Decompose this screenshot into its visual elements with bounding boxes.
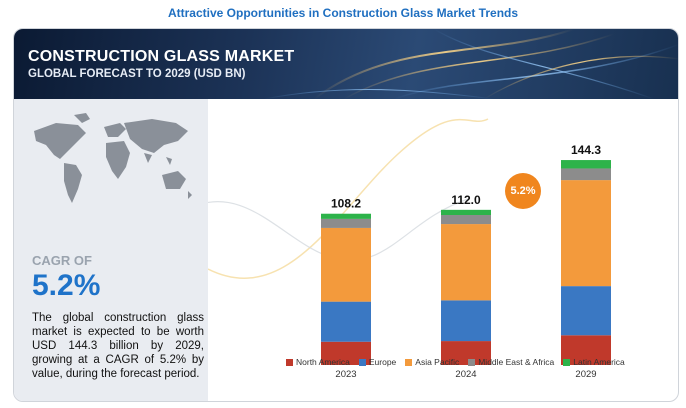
legend-label: Middle East & Africa	[478, 357, 555, 367]
bar-total-label-2029: 144.3	[571, 143, 601, 157]
bar-segment-2023-asia-pacific	[321, 227, 371, 302]
bar-total-label-2023: 108.2	[331, 197, 361, 211]
infographic-card: CONSTRUCTION GLASS MARKET GLOBAL FORECAS…	[13, 28, 679, 402]
legend-swatch	[358, 358, 366, 366]
bar-segment-2023-north-america	[321, 341, 371, 365]
bar-segment-2023-europe	[321, 301, 371, 342]
banner: CONSTRUCTION GLASS MARKET GLOBAL FORECAS…	[14, 29, 678, 99]
legend-item: Latin America	[563, 357, 625, 367]
bar-segment-2023-latin-america	[321, 213, 371, 219]
legend-swatch	[563, 358, 571, 366]
left-panel: CAGR OF 5.2% The global construction gla…	[14, 99, 208, 401]
legend-item: Europe	[358, 357, 397, 367]
legend-item: Middle East & Africa	[468, 357, 554, 367]
bar-segment-2024-europe	[441, 300, 491, 342]
legend-swatch	[468, 358, 476, 366]
legend-label: Latin America	[573, 357, 625, 367]
bar-segment-2024-latin-america	[441, 209, 491, 216]
decorative-curve	[208, 118, 489, 279]
legend-swatch	[405, 358, 413, 366]
market-description: The global construction glass market is …	[32, 312, 204, 380]
bar-segment-2024-north-america	[441, 341, 491, 365]
bar-segment-2029-europe	[561, 286, 611, 336]
banner-light-streaks	[263, 29, 678, 99]
x-tick-label-2029: 2029	[575, 369, 596, 380]
legend-item: Asia Pacific	[405, 357, 459, 367]
banner-subtitle: GLOBAL FORECAST TO 2029 (USD BN)	[28, 68, 246, 80]
bar-segment-2029-latin-america	[561, 160, 611, 169]
x-tick-label-2023: 2023	[335, 369, 356, 380]
legend-label: Europe	[368, 357, 397, 367]
page-title: Attractive Opportunities in Construction…	[167, 6, 519, 20]
bar-total-label-2024: 112.0	[451, 193, 481, 207]
cagr-badge: 5.2%	[505, 173, 541, 209]
legend-swatch	[286, 358, 293, 366]
bar-segment-2023-middle-east-africa	[321, 218, 371, 228]
legend-label: North America	[296, 357, 350, 367]
banner-title: CONSTRUCTION GLASS MARKET	[28, 48, 295, 65]
stacked-bar-chart: 108.2 2023 112.0 2024 144.3 2029	[208, 118, 611, 380]
bar-segment-2024-asia-pacific	[441, 224, 491, 301]
chart-legend: North America Europe Asia Pacific Middle Ea…	[286, 357, 625, 367]
legend-item: North America	[286, 357, 350, 367]
world-map-icon	[34, 113, 192, 203]
bar-segment-2029-middle-east-africa	[561, 168, 611, 181]
cagr-value: 5.2%	[32, 269, 101, 302]
x-tick-label-2024: 2024	[455, 369, 476, 380]
cagr-label: CAGR OF	[32, 253, 92, 268]
legend-label: Asia Pacific	[415, 357, 460, 367]
bar-segment-2029-asia-pacific	[561, 180, 611, 287]
bar-segment-2024-middle-east-africa	[441, 215, 491, 225]
